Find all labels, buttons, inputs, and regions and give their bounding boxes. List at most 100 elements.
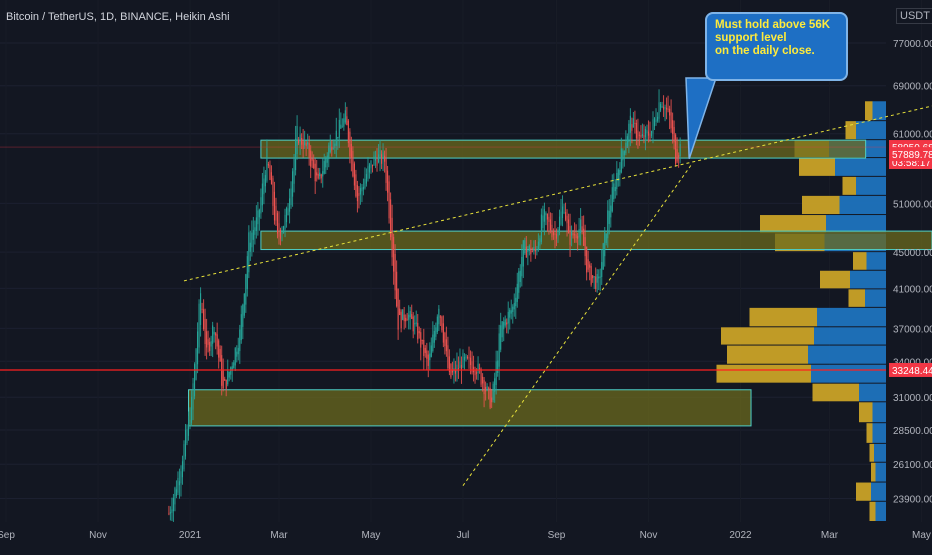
candle-body xyxy=(284,214,286,230)
support-zone xyxy=(188,389,752,427)
candle-body xyxy=(177,477,179,493)
candle-body xyxy=(403,314,405,322)
volume-profile-bar xyxy=(865,289,886,307)
candle-body xyxy=(661,106,663,108)
volume-profile-bar xyxy=(856,482,871,501)
candle-body xyxy=(444,332,446,347)
x-tick-label: Sep xyxy=(548,530,566,541)
volume-profile-bar xyxy=(808,345,886,364)
candle-body xyxy=(328,145,330,160)
candle-body xyxy=(267,164,269,166)
candle-body xyxy=(411,314,413,319)
candle-body xyxy=(650,130,653,136)
candle-body xyxy=(495,361,497,385)
candle-body xyxy=(334,143,336,149)
candle-body xyxy=(539,238,541,246)
candle-body xyxy=(462,352,464,368)
candle-body xyxy=(371,164,374,167)
volume-profile-bar xyxy=(716,364,811,383)
candle-body xyxy=(498,333,500,367)
candle-body xyxy=(666,107,668,110)
candle-body xyxy=(480,369,482,385)
volume-profile-bar xyxy=(866,252,886,270)
trendline xyxy=(183,105,932,282)
candle-body xyxy=(415,322,417,324)
candle-body xyxy=(426,350,428,359)
volume-profile-bar xyxy=(872,402,886,423)
candle-body xyxy=(592,275,594,279)
y-tick-label: 23900.00 xyxy=(893,495,932,506)
candle-body xyxy=(644,128,646,138)
candle-body xyxy=(534,249,536,252)
candle-body xyxy=(319,172,321,177)
candle-body xyxy=(589,264,591,268)
candle-body xyxy=(607,210,609,239)
volume-profile-bar xyxy=(856,121,886,140)
price-label-text: 03:58:17 xyxy=(892,158,931,169)
candle-body xyxy=(316,172,318,176)
candle-body xyxy=(322,171,324,177)
candle-body xyxy=(304,140,306,146)
candle-body xyxy=(489,387,491,408)
candle-body xyxy=(626,136,628,149)
candle-body xyxy=(171,509,173,513)
candle-body xyxy=(560,211,562,225)
candle-body xyxy=(602,243,604,270)
candle-body xyxy=(181,461,184,478)
candle-body xyxy=(378,154,380,163)
x-tick-label: May xyxy=(912,530,931,541)
candle-body xyxy=(613,183,615,200)
candle-body xyxy=(429,353,431,361)
candle-body xyxy=(675,134,677,165)
candle-body xyxy=(572,233,574,236)
y-tick-label: 77000.00 xyxy=(893,39,932,50)
candle-body xyxy=(212,325,214,344)
volume-profile-bar xyxy=(826,215,886,233)
candle-body xyxy=(278,223,280,237)
candle-body xyxy=(485,387,487,392)
candle-body xyxy=(183,444,185,470)
candle-body xyxy=(438,308,440,325)
candle-body xyxy=(399,308,401,316)
candle-body xyxy=(314,163,316,182)
candle-body xyxy=(200,293,202,325)
y-tick-label: 34000.00 xyxy=(893,357,932,368)
candle-body xyxy=(337,136,339,139)
candle-body xyxy=(374,156,377,161)
candle-body xyxy=(620,148,622,173)
candle-body xyxy=(540,214,542,242)
candle-body xyxy=(672,120,674,134)
candle-body xyxy=(414,323,416,325)
candle-body xyxy=(468,357,470,359)
candle-body xyxy=(610,205,612,218)
volume-profile-bar xyxy=(875,501,886,521)
candle-body xyxy=(261,183,263,206)
candle-body xyxy=(175,489,177,496)
candle-body xyxy=(325,158,327,168)
candle-body xyxy=(349,131,351,157)
currency-button[interactable]: USDT xyxy=(896,8,932,24)
volume-profile-bar xyxy=(874,443,886,462)
callout-line: support level xyxy=(715,32,787,44)
candle-body xyxy=(219,348,221,362)
candle-body xyxy=(368,164,371,173)
candle-body xyxy=(605,233,607,244)
price-label-badge xyxy=(889,147,932,162)
candle-body xyxy=(647,131,650,136)
volume-profile-bar xyxy=(869,443,874,462)
candle-body xyxy=(417,323,419,340)
candle-body xyxy=(482,376,484,384)
candle-body xyxy=(513,302,515,310)
candle-body xyxy=(240,314,242,341)
candle-body xyxy=(542,215,544,228)
candle-body xyxy=(216,334,218,347)
candle-body xyxy=(269,164,271,180)
candle-body xyxy=(555,234,558,239)
candle-body xyxy=(628,123,630,143)
volume-profile-bar xyxy=(871,462,876,482)
candle-body xyxy=(549,219,551,231)
candle-body xyxy=(298,139,300,144)
candle-body xyxy=(242,304,244,327)
